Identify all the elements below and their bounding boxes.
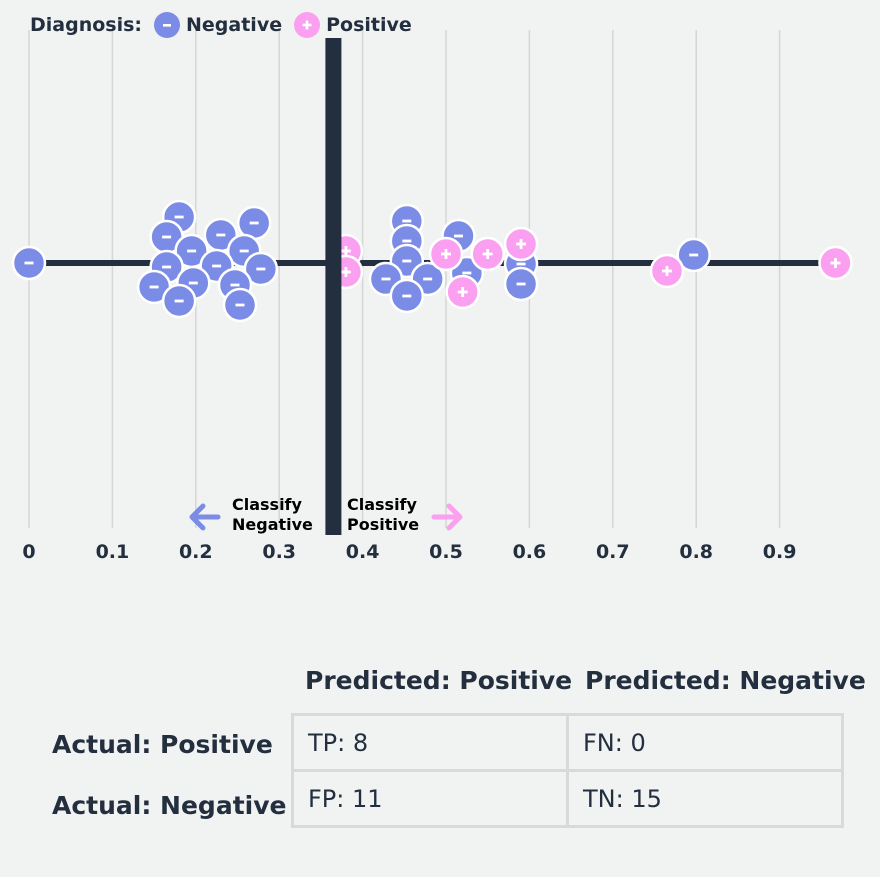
plus-icon xyxy=(294,12,321,38)
cell-false-positive: FP: 11 xyxy=(291,769,569,828)
row-header-actual-positive: Actual: Positive xyxy=(52,730,273,759)
positive-point xyxy=(445,274,480,310)
cell-true-positive: TP: 8 xyxy=(291,713,569,772)
positive-point xyxy=(818,245,853,281)
arrow-left-icon xyxy=(189,503,221,531)
x-tick-labels: 0 0.1 0.2 0.3 0.4 0.5 0.6 0.7 0.8 0.9 xyxy=(22,541,796,563)
x-tick-label: 0.3 xyxy=(262,541,296,563)
positive-point xyxy=(503,226,539,262)
legend-positive-label: Positive xyxy=(326,14,412,36)
positive-point xyxy=(470,236,505,272)
negative-point xyxy=(389,278,425,314)
cell-true-negative: TN: 15 xyxy=(566,769,844,828)
x-tick-label: 0.5 xyxy=(429,541,463,563)
legend-item-positive: Positive xyxy=(294,12,412,38)
minus-icon xyxy=(154,12,181,38)
x-tick-label: 0.6 xyxy=(513,541,547,563)
legend-negative-label: Negative xyxy=(186,14,283,36)
classify-negative-annotation: Classify Negative xyxy=(189,495,313,534)
cell-false-negative: FN: 0 xyxy=(566,713,844,772)
negative-point xyxy=(676,237,711,273)
classify-negative-line1: Classify xyxy=(232,495,303,514)
threshold-bar[interactable] xyxy=(325,38,342,535)
positive-point xyxy=(649,253,685,289)
threshold-scatter-chart: 0 0.1 0.2 0.3 0.4 0.5 0.6 0.7 0.8 0.9 Classify Ne… xyxy=(11,30,853,563)
classify-positive-line2: Positive xyxy=(347,515,419,534)
diagnosis-legend: Diagnosis: Negative Positive xyxy=(30,10,412,40)
confusion-matrix: TP: 8 FN: 0 FP: 11 TN: 15 xyxy=(291,713,844,828)
row-header-actual-negative: Actual: Negative xyxy=(52,791,287,820)
classify-negative-line2: Negative xyxy=(232,515,313,534)
legend-title: Diagnosis: xyxy=(30,14,143,36)
classify-positive-annotation: Classify Positive xyxy=(347,495,463,534)
table-row: FP: 11 TN: 15 xyxy=(291,769,844,828)
x-tick-label: 0.8 xyxy=(679,541,713,563)
x-tick-label: 0.7 xyxy=(596,541,630,563)
negative-point xyxy=(503,266,539,302)
col-header-predicted-negative: Predicted: Negative xyxy=(585,666,866,695)
table-row: TP: 8 FN: 0 xyxy=(291,713,844,772)
x-tick-label: 0 xyxy=(22,541,35,563)
x-tick-label: 0.2 xyxy=(179,541,213,563)
arrow-right-icon xyxy=(431,503,463,531)
classify-positive-line1: Classify xyxy=(347,495,418,514)
negative-point xyxy=(243,251,279,287)
x-tick-label: 0.1 xyxy=(96,541,130,563)
col-header-predicted-positive: Predicted: Positive xyxy=(305,666,573,695)
grid-lines xyxy=(28,30,781,528)
x-tick-label: 0.9 xyxy=(763,541,797,563)
legend-item-negative: Negative xyxy=(154,12,282,38)
data-points xyxy=(11,199,853,323)
negative-point xyxy=(161,283,197,319)
x-tick-label: 0.4 xyxy=(346,541,380,563)
negative-point xyxy=(11,245,47,281)
positive-point xyxy=(428,236,464,272)
negative-point xyxy=(222,287,258,323)
